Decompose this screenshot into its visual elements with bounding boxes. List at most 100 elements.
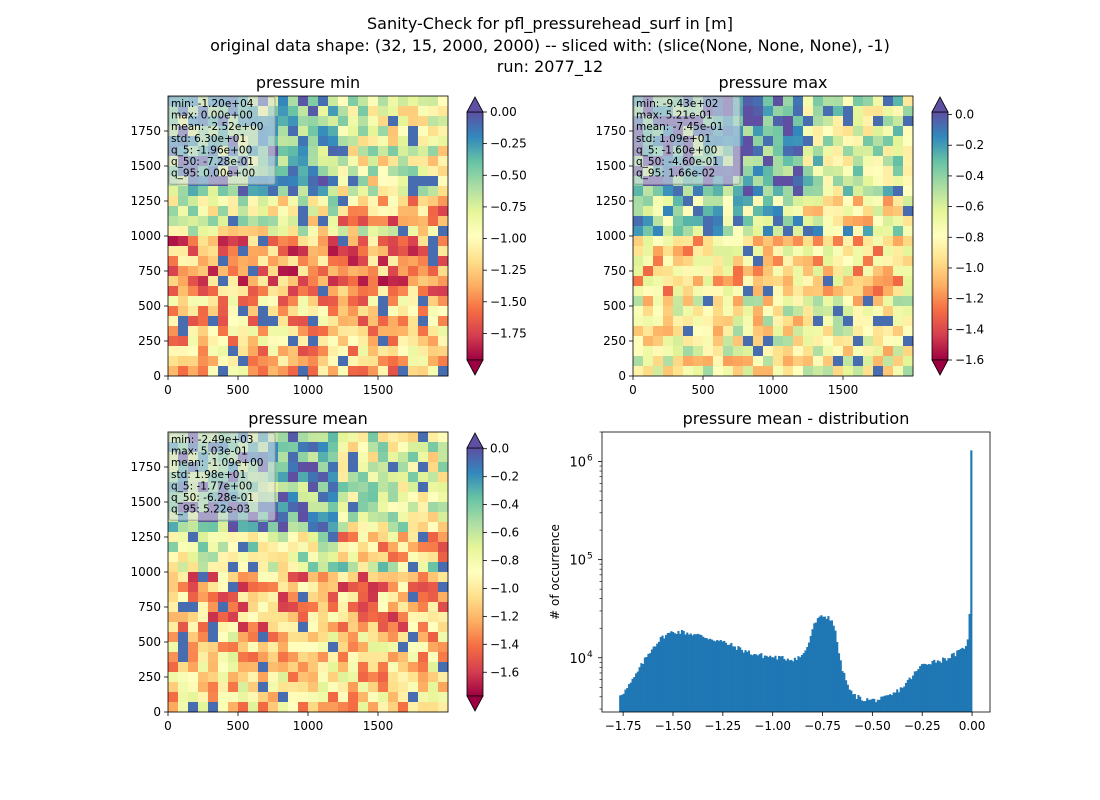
heatmap-cell <box>408 276 419 287</box>
heatmap-cell <box>743 136 754 147</box>
heatmap-cell <box>428 472 439 483</box>
heatmap-cell <box>358 206 369 217</box>
heatmap-cell <box>428 442 439 453</box>
heatmap-cell <box>378 266 389 277</box>
heatmap-cell <box>783 156 794 167</box>
heatmap-cell <box>388 176 399 187</box>
heatmap-cell <box>398 126 409 137</box>
heatmap-cell <box>773 106 784 117</box>
heatmap-cell <box>348 276 359 287</box>
heatmap-cell <box>438 492 449 503</box>
heatmap-cell <box>248 296 259 307</box>
heatmap-cell <box>258 612 269 623</box>
heatmap-cell <box>833 246 844 257</box>
heatmap-cell <box>268 542 279 553</box>
heatmap-cell <box>783 366 794 377</box>
heatmap-cell <box>278 346 289 357</box>
heatmap-cell <box>198 306 209 317</box>
heatmap-cell <box>228 522 239 533</box>
heatmap-cell <box>168 582 179 593</box>
heatmap-cell <box>368 612 379 623</box>
heatmap-cell <box>753 176 764 187</box>
heatmap-cell <box>328 602 339 613</box>
heatmap-cell <box>188 356 199 367</box>
y-tick-label: 1750 <box>130 460 161 474</box>
heatmap-cell <box>883 236 894 247</box>
heatmap-cell <box>743 326 754 337</box>
stats-line: mean: -2.52e+00 <box>171 121 263 133</box>
heatmap-cell <box>418 472 429 483</box>
heatmap-cell <box>863 286 874 297</box>
heatmap-cell <box>358 562 369 573</box>
heatmap-cell <box>853 366 864 377</box>
heatmap-cell <box>438 562 449 573</box>
heatmap-cell <box>358 106 369 117</box>
heatmap-cell <box>753 216 764 227</box>
heatmap-cell <box>643 266 654 277</box>
heatmap-cell <box>178 612 189 623</box>
heatmap-cell <box>288 176 299 187</box>
heatmap-cell <box>378 96 389 107</box>
heatmap-cell <box>408 642 419 653</box>
heatmap-cell <box>298 622 309 633</box>
heatmap-cell <box>378 492 389 503</box>
heatmap-cell <box>428 146 439 157</box>
histogram-bar <box>624 689 627 712</box>
heatmap-cell <box>438 432 449 443</box>
heatmap-cell <box>168 522 179 533</box>
heatmap-cell <box>883 136 894 147</box>
heatmap-cell <box>308 592 319 603</box>
heatmap-cell <box>288 186 299 197</box>
heatmap-cell <box>328 96 339 107</box>
heatmap-cell <box>338 522 349 533</box>
heatmap-cell <box>843 366 854 377</box>
heatmap-cell <box>298 106 309 117</box>
heatmap-cell <box>318 432 329 443</box>
heatmap-cell <box>418 246 429 257</box>
heatmap-cell <box>408 502 419 513</box>
heatmap-cell <box>348 612 359 623</box>
heatmap-cell <box>723 196 734 207</box>
heatmap-cell <box>703 236 714 247</box>
x-tick-label: 0 <box>164 719 172 733</box>
heatmap-cell <box>743 146 754 157</box>
heatmap-cell <box>883 246 894 257</box>
heatmap-cell <box>418 592 429 603</box>
histogram-x-tick-label: −0.50 <box>854 719 891 733</box>
heatmap-cell <box>438 276 449 287</box>
heatmap-cell <box>823 146 834 157</box>
heatmap-cell <box>198 356 209 367</box>
heatmap-cell <box>673 206 684 217</box>
heatmap-cell <box>388 582 399 593</box>
heatmap-cell <box>188 346 199 357</box>
heatmap-cell <box>418 462 429 473</box>
heatmap-cell <box>178 216 189 227</box>
heatmap-cell <box>863 296 874 307</box>
heatmap-cell <box>863 356 874 367</box>
heatmap-cell <box>428 116 439 127</box>
heatmap-cell <box>803 366 814 377</box>
heatmap-cell <box>803 296 814 307</box>
heatmap-cell <box>288 226 299 237</box>
heatmap-cell <box>823 236 834 247</box>
heatmap-cell <box>338 662 349 673</box>
heatmap-cell <box>338 316 349 327</box>
heatmap-cell <box>753 156 764 167</box>
histogram-bar <box>882 696 885 712</box>
histogram-bar <box>816 618 819 712</box>
heatmap-cell <box>168 186 179 197</box>
heatmap-cell <box>208 196 219 207</box>
heatmap-cell <box>338 136 349 147</box>
heatmap-cell <box>318 276 329 287</box>
heatmap-cell <box>783 256 794 267</box>
heatmap-cell <box>663 216 674 227</box>
heatmap-cell <box>653 226 664 237</box>
heatmap-cell <box>278 336 289 347</box>
heatmap-cell <box>178 642 189 653</box>
heatmap-cell <box>188 256 199 267</box>
heatmap-cell <box>358 522 369 533</box>
heatmap-cell <box>268 356 279 367</box>
histogram-x-tick-label: −0.25 <box>904 719 941 733</box>
heatmap-cell <box>428 682 439 693</box>
heatmap-cell <box>258 316 269 327</box>
